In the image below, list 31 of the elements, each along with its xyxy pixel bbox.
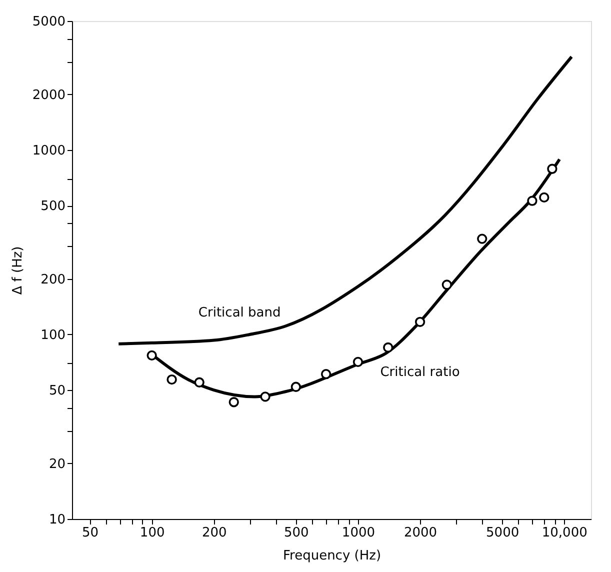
x-tick-label: 10,000 xyxy=(542,526,588,540)
y-tick-label: 200 xyxy=(40,272,66,288)
x-tick-label: 2000 xyxy=(404,526,438,540)
x-tick-label: 5000 xyxy=(486,526,520,540)
x-tick-label: 1000 xyxy=(342,526,376,540)
x-tick-label: 100 xyxy=(140,526,165,540)
point xyxy=(414,316,426,327)
x-axis-title: Frequency (Hz) xyxy=(282,548,382,564)
y-tick-label: 10 xyxy=(48,512,66,528)
point xyxy=(352,356,364,368)
series-label: Critical band xyxy=(198,305,281,320)
y-axis-title: Δ f (Hz) xyxy=(10,246,26,295)
y-tick-label: 5000 xyxy=(32,14,66,30)
series-label: Critical ratio xyxy=(380,365,460,380)
point xyxy=(260,392,270,402)
y-tick-label: 50 xyxy=(48,384,66,399)
point xyxy=(539,192,550,203)
y-tick-label: 20 xyxy=(48,456,66,472)
y-tick-label: 100 xyxy=(40,328,66,343)
point xyxy=(383,342,394,353)
x-tick-label: 500 xyxy=(284,526,309,540)
y-tick-label: 2000 xyxy=(32,88,66,103)
x-tick-label: 200 xyxy=(202,526,227,540)
y-tick-label: 1000 xyxy=(32,143,66,158)
point xyxy=(320,369,332,380)
point xyxy=(477,234,488,244)
x-tick-label: 50 xyxy=(82,526,99,540)
point xyxy=(166,374,177,385)
point xyxy=(228,397,239,408)
point xyxy=(290,382,302,392)
y-tick-label: 500 xyxy=(40,199,66,214)
